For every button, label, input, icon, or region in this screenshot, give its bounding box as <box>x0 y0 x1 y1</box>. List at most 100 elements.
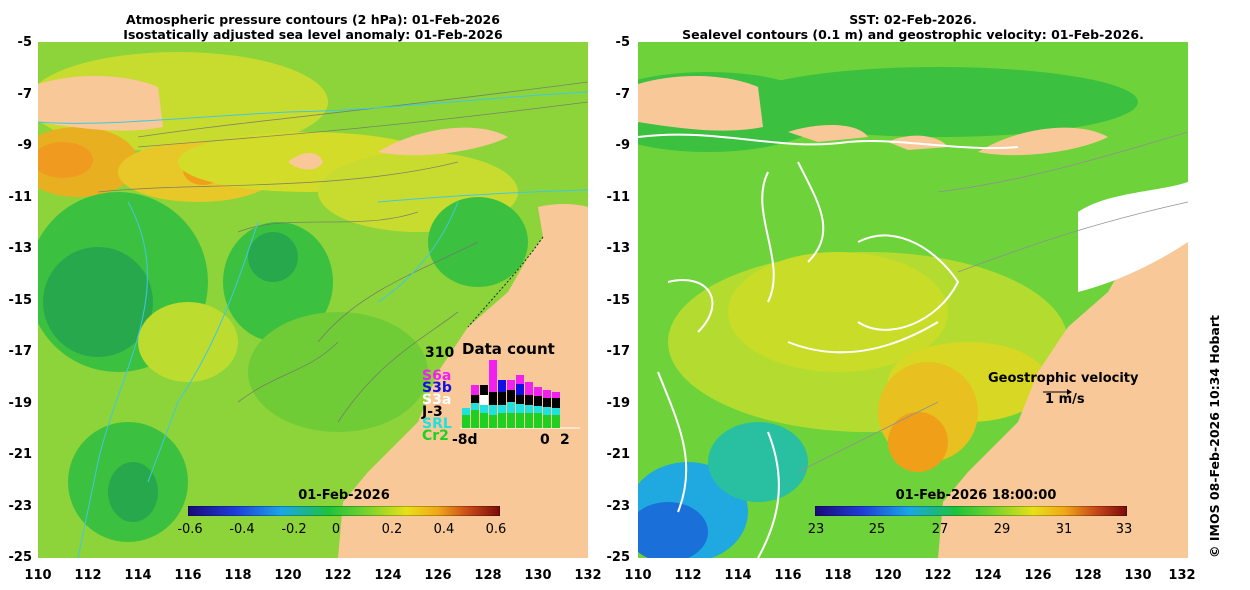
left-y-tick: -5 <box>17 35 32 50</box>
right-colorbar-title: 01-Feb-2026 18:00:00 <box>895 488 1057 503</box>
left-map[interactable] <box>38 42 588 558</box>
left-cbar-tick-4: 0.2 <box>381 522 403 537</box>
sat-label-5: Cr2 <box>422 428 449 444</box>
right-cbar-tick-3: 29 <box>993 522 1011 537</box>
right-y-tick: -13 <box>606 241 631 256</box>
bar-group-4 <box>489 360 497 428</box>
right-x-tick: 110 <box>624 568 652 583</box>
right-title-line2: Sealevel contours (0.1 m) and geostrophi… <box>682 27 1144 42</box>
right-x-tick: 128 <box>1074 568 1102 583</box>
bar-group-2 <box>471 385 479 428</box>
data-count-x-start: -8d <box>452 432 478 448</box>
right-cbar-tick-5: 33 <box>1115 522 1133 537</box>
left-y-tick: -23 <box>8 499 33 514</box>
left-x-tick: 118 <box>224 568 252 583</box>
imos-credit: © IMOS 08-Feb-2026 10:34 Hobart <box>1207 314 1222 558</box>
data-count-bars <box>460 360 580 429</box>
left-y-tick: -15 <box>8 293 33 308</box>
sat-label-4: SRL <box>422 416 452 432</box>
right-title: SST: 02-Feb-2026. Sealevel contours (0.1… <box>638 12 1188 42</box>
left-x-tick: 122 <box>324 568 352 583</box>
right-x-tick: 120 <box>874 568 902 583</box>
velocity-label: Geostrophic velocity <box>988 371 1139 386</box>
data-count-inset: 310 Data count S6a S3b S3a J-3 SRL Cr2 -… <box>420 340 590 450</box>
right-x-tick: 130 <box>1124 568 1152 583</box>
right-map-svg <box>638 42 1188 558</box>
left-title-line2: Isostatically adjusted sea level anomaly… <box>123 27 503 42</box>
right-colorbar <box>815 506 1127 516</box>
right-cbar-tick-0: 23 <box>807 522 825 537</box>
right-x-tick: 114 <box>724 568 752 583</box>
right-x-tick: 118 <box>824 568 852 583</box>
right-y-tick: -25 <box>606 550 631 565</box>
left-title-line1: Atmospheric pressure contours (2 hPa): 0… <box>126 12 500 27</box>
sat-label-3: J-3 <box>422 404 443 420</box>
right-x-tick: 132 <box>1168 568 1196 583</box>
left-cbar-tick-6: 0.6 <box>485 522 507 537</box>
right-y-tick: -7 <box>615 87 630 102</box>
bar-group-9 <box>534 387 542 428</box>
left-y-tick: -7 <box>17 87 32 102</box>
right-y-tick: -11 <box>606 190 631 205</box>
left-y-tick: -9 <box>17 138 32 153</box>
bar-group-10 <box>543 390 551 428</box>
velocity-scale: 1 m/s <box>1045 392 1085 407</box>
right-y-tick: -15 <box>606 293 631 308</box>
right-x-tick: 112 <box>674 568 702 583</box>
left-colorbar-title: 01-Feb-2026 <box>298 488 390 503</box>
right-x-tick: 124 <box>974 568 1002 583</box>
right-y-tick: -21 <box>606 447 631 462</box>
right-cbar-tick-4: 31 <box>1055 522 1073 537</box>
left-colorbar <box>188 506 500 516</box>
right-x-tick: 122 <box>924 568 952 583</box>
left-cbar-tick-1: -0.4 <box>229 522 255 537</box>
right-y-tick: -23 <box>606 499 631 514</box>
left-cbar-tick-3: 0 <box>331 522 341 537</box>
left-title: Atmospheric pressure contours (2 hPa): 0… <box>38 12 588 42</box>
bar-group-11 <box>552 392 560 428</box>
right-y-tick: -19 <box>606 396 631 411</box>
data-count-x-zero: 0 <box>540 432 550 448</box>
left-cbar-tick-2: -0.2 <box>281 522 307 537</box>
left-x-tick: 114 <box>124 568 152 583</box>
left-y-tick: -17 <box>8 344 33 359</box>
left-map-svg <box>38 42 588 558</box>
right-y-tick: -9 <box>615 138 630 153</box>
left-y-tick: -21 <box>8 447 33 462</box>
right-y-tick: -5 <box>615 35 630 50</box>
bar-group-8 <box>525 382 533 428</box>
left-x-tick: 116 <box>174 568 202 583</box>
sat-label-1: S3b <box>422 380 452 396</box>
bar-group-5 <box>498 380 506 428</box>
velocity-arrow-icon <box>1043 389 1072 395</box>
right-cbar-tick-2: 27 <box>931 522 949 537</box>
left-x-tick: 128 <box>474 568 502 583</box>
left-cbar-tick-5: 0.4 <box>433 522 455 537</box>
bar-group-1 <box>462 408 470 428</box>
right-x-tick: 116 <box>774 568 802 583</box>
data-count-x-end: 2 <box>560 432 570 448</box>
left-x-tick: 112 <box>74 568 102 583</box>
left-y-tick: -19 <box>8 396 33 411</box>
data-count-title: Data count <box>462 340 555 358</box>
left-x-tick: 132 <box>574 568 602 583</box>
bar-group-3 <box>480 385 488 428</box>
left-x-tick: 110 <box>24 568 52 583</box>
left-x-tick: 130 <box>524 568 552 583</box>
right-x-tick: 126 <box>1024 568 1052 583</box>
left-y-tick: -11 <box>8 190 33 205</box>
right-cbar-tick-1: 25 <box>868 522 886 537</box>
left-cbar-tick-0: -0.6 <box>177 522 203 537</box>
sat-label-0: S6a <box>422 368 452 384</box>
right-map[interactable] <box>638 42 1188 558</box>
left-x-tick: 120 <box>274 568 302 583</box>
bar-group-6 <box>507 380 515 428</box>
right-title-line1: SST: 02-Feb-2026. <box>849 12 977 27</box>
right-y-tick: -17 <box>606 344 631 359</box>
bar-group-7 <box>516 375 524 428</box>
left-x-tick: 124 <box>374 568 402 583</box>
sat-label-2: S3a <box>422 392 452 408</box>
left-y-tick: -25 <box>8 550 33 565</box>
left-x-tick: 126 <box>424 568 452 583</box>
left-y-tick: -13 <box>8 241 33 256</box>
